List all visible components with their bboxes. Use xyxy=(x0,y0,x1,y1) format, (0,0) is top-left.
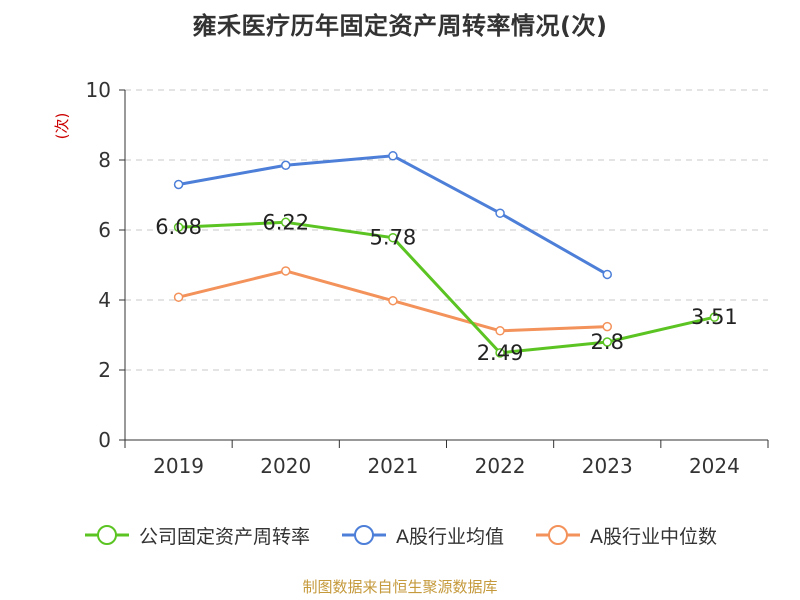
legend-label: A股行业均值 xyxy=(396,525,504,548)
legend-item[interactable]: A股行业中位数 xyxy=(534,522,717,549)
legend-swatch xyxy=(536,525,580,545)
data-label: 6.22 xyxy=(262,210,309,234)
data-point xyxy=(281,160,291,170)
y-tick-label: 10 xyxy=(86,78,111,102)
data-label: 5.78 xyxy=(370,226,417,250)
x-tick-label: 2019 xyxy=(153,454,204,478)
data-label: 6.08 xyxy=(155,215,202,239)
legend-marker xyxy=(354,525,374,545)
axes: 0 2 4 6 8 10 2019 2020 2021 2022 2023 2024 (次) xyxy=(53,78,769,478)
legend: 公司固定资产周转率 A股行业均值 A股行业中位数 xyxy=(0,517,800,553)
series-line-0 xyxy=(177,220,716,355)
data-point xyxy=(388,232,398,243)
y-tick-label: 8 xyxy=(98,148,111,172)
legend-marker xyxy=(548,525,568,545)
series-line-1 xyxy=(177,154,609,276)
y-tick-label: 4 xyxy=(98,288,111,312)
y-tick-label: 6 xyxy=(98,218,111,242)
data-point xyxy=(173,292,184,302)
legend-label: 公司固定资产周转率 xyxy=(138,525,310,548)
y-tick-label: 2 xyxy=(98,358,111,382)
data-label: 2.8 xyxy=(591,330,624,354)
data-label: 3.51 xyxy=(691,305,738,329)
legend-item[interactable]: A股行业均值 xyxy=(340,522,504,549)
data-labels: 6.08 6.22 5.78 2.49 2.8 3.51 xyxy=(155,210,738,365)
data-point xyxy=(495,348,505,358)
legend-swatch xyxy=(342,525,386,545)
legend-label: A股行业中位数 xyxy=(590,525,717,548)
data-label: 2.49 xyxy=(477,341,524,365)
x-tick-label: 2021 xyxy=(367,454,418,478)
data-point xyxy=(388,295,398,306)
data-point xyxy=(495,208,505,218)
data-point xyxy=(281,217,291,228)
data-point xyxy=(495,326,505,336)
data-point xyxy=(281,266,291,276)
series-lines xyxy=(173,151,720,358)
data-point xyxy=(602,321,612,332)
data-point xyxy=(173,179,184,190)
legend-item[interactable]: 公司固定资产周转率 xyxy=(83,522,310,549)
data-point xyxy=(388,151,398,161)
data-point xyxy=(602,269,612,280)
chart-title: 雍禾医疗历年固定资产周转率情况(次) xyxy=(192,12,608,40)
x-tick-label: 2022 xyxy=(475,454,526,478)
legend-swatch xyxy=(84,525,129,545)
y-axis-label: (次) xyxy=(53,113,71,140)
x-tick-label: 2024 xyxy=(689,454,740,478)
grid-lines xyxy=(125,89,768,371)
legend-marker xyxy=(96,525,117,545)
y-tick-label: 0 xyxy=(98,428,111,452)
source-note: 制图数据来自恒生聚源数据库 xyxy=(302,578,498,596)
x-tick-label: 2023 xyxy=(582,454,633,478)
x-tick-label: 2020 xyxy=(260,454,311,478)
data-point xyxy=(173,222,184,232)
data-point xyxy=(602,337,612,347)
data-point xyxy=(709,312,720,322)
